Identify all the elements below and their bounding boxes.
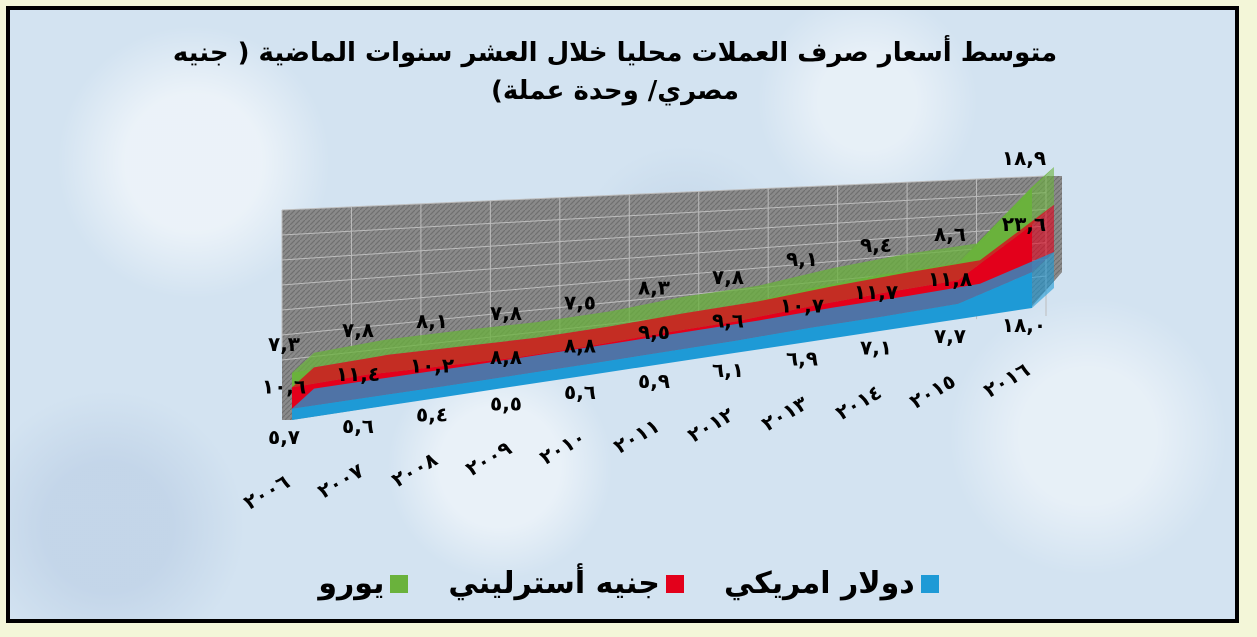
x-tick-label: ٢٠٠٨ [387,447,441,492]
value-label: ٧,٨ [712,265,744,289]
series-end-cap-2 [1032,167,1054,225]
legend-item: جنيه أسترليني [448,566,684,601]
value-label: ٧,٥ [564,290,596,314]
value-label: ٩,١ [786,247,818,271]
gridline-h [281,175,1047,211]
value-label: ٥,٧ [268,425,300,449]
x-tick-label: ٢٠٠٩ [461,436,515,481]
value-label: ١٠,٦ [262,374,306,398]
gridline-h [281,192,1047,236]
value-label: ٧,١ [860,335,892,359]
x-tick-label: ٢٠١٢ [683,402,737,447]
value-label: ٨,١ [416,309,448,333]
value-label: ٥,٩ [638,369,670,393]
legend-item: يورو [318,566,409,601]
x-tick-label: ٢٠١٥ [905,369,959,414]
series-band-1 [292,224,1032,409]
series-top-face-0 [292,252,1054,409]
value-label: ٧,٨ [342,318,374,342]
legend-swatch [390,574,409,593]
x-tick-label: ٢٠١٦ [979,357,1033,402]
value-label: ٨,٣ [638,276,670,300]
legend-swatch [920,574,939,593]
value-label: ٧,٨ [490,301,522,325]
value-label: ١١,٧ [854,280,898,304]
legend-item: دولار امريكي [724,566,939,601]
value-label: ١١,٨ [928,267,972,291]
value-label: ١١,٤ [336,362,380,386]
value-label: ٢٣,٦ [1002,212,1046,236]
legend: دولار امريكي جنيه أسترليني يورو [0,566,1257,601]
x-tick-label: ٢٠١٣ [757,391,811,436]
x-tick-label: ٢٠١٠ [535,425,589,470]
series-top-face-2 [292,167,1054,373]
value-label: ٨,٦ [934,222,966,246]
value-label: ٥,٦ [564,380,596,404]
value-label: ٦,٩ [786,347,818,371]
value-label: ٨,٨ [490,345,522,369]
x-tick-label: ٢٠١١ [609,413,663,458]
x-tick-label: ٢٠٠٦ [239,469,293,514]
value-label: ٩,٤ [860,233,892,257]
legend-label: دولار امريكي [723,566,915,601]
value-label: ١٨,٠ [1002,313,1046,337]
legend-label: جنيه أسترليني [448,566,660,601]
value-label: ٧,٧ [934,324,966,348]
x-tick-label: ٢٠١٤ [831,380,885,425]
series-areas [292,167,1054,420]
value-label: ٨,٨ [564,333,596,357]
value-label: ١٨,٩ [1002,146,1046,170]
series-top-face-1 [292,204,1054,388]
value-label: ٩,٦ [712,308,744,332]
value-label: ٧,٣ [268,332,300,356]
value-label: ١٠,٢ [410,353,454,377]
value-label: ٥,٤ [416,403,448,427]
gridline-h [281,225,1047,286]
gridline-h [281,208,1047,261]
series-band-0 [292,272,1032,420]
value-label: ١٠,٧ [780,293,824,317]
value-label: ٥,٦ [342,414,374,438]
series-end-cap-0 [1032,252,1054,308]
value-labels: ٥,٧ ٥,٦ ٥,٤ ٥,٥ ٥,٦ ٥,٩ ٦,١ ٦,٩ ٧,١ ٧,٧ ١٨,٠ ١٠,٦ ١١… [262,146,1046,449]
value-label: ٩,٥ [638,320,670,344]
legend-swatch [665,574,684,593]
legend-label: يورو [318,566,385,601]
value-label: ٥,٥ [490,391,522,415]
value-label: ٦,١ [712,358,744,382]
x-tick-label: ٢٠٠٧ [313,458,367,503]
chart-title: متوسط أسعار صرف العملات محليا خلال العشر… [172,38,1058,106]
